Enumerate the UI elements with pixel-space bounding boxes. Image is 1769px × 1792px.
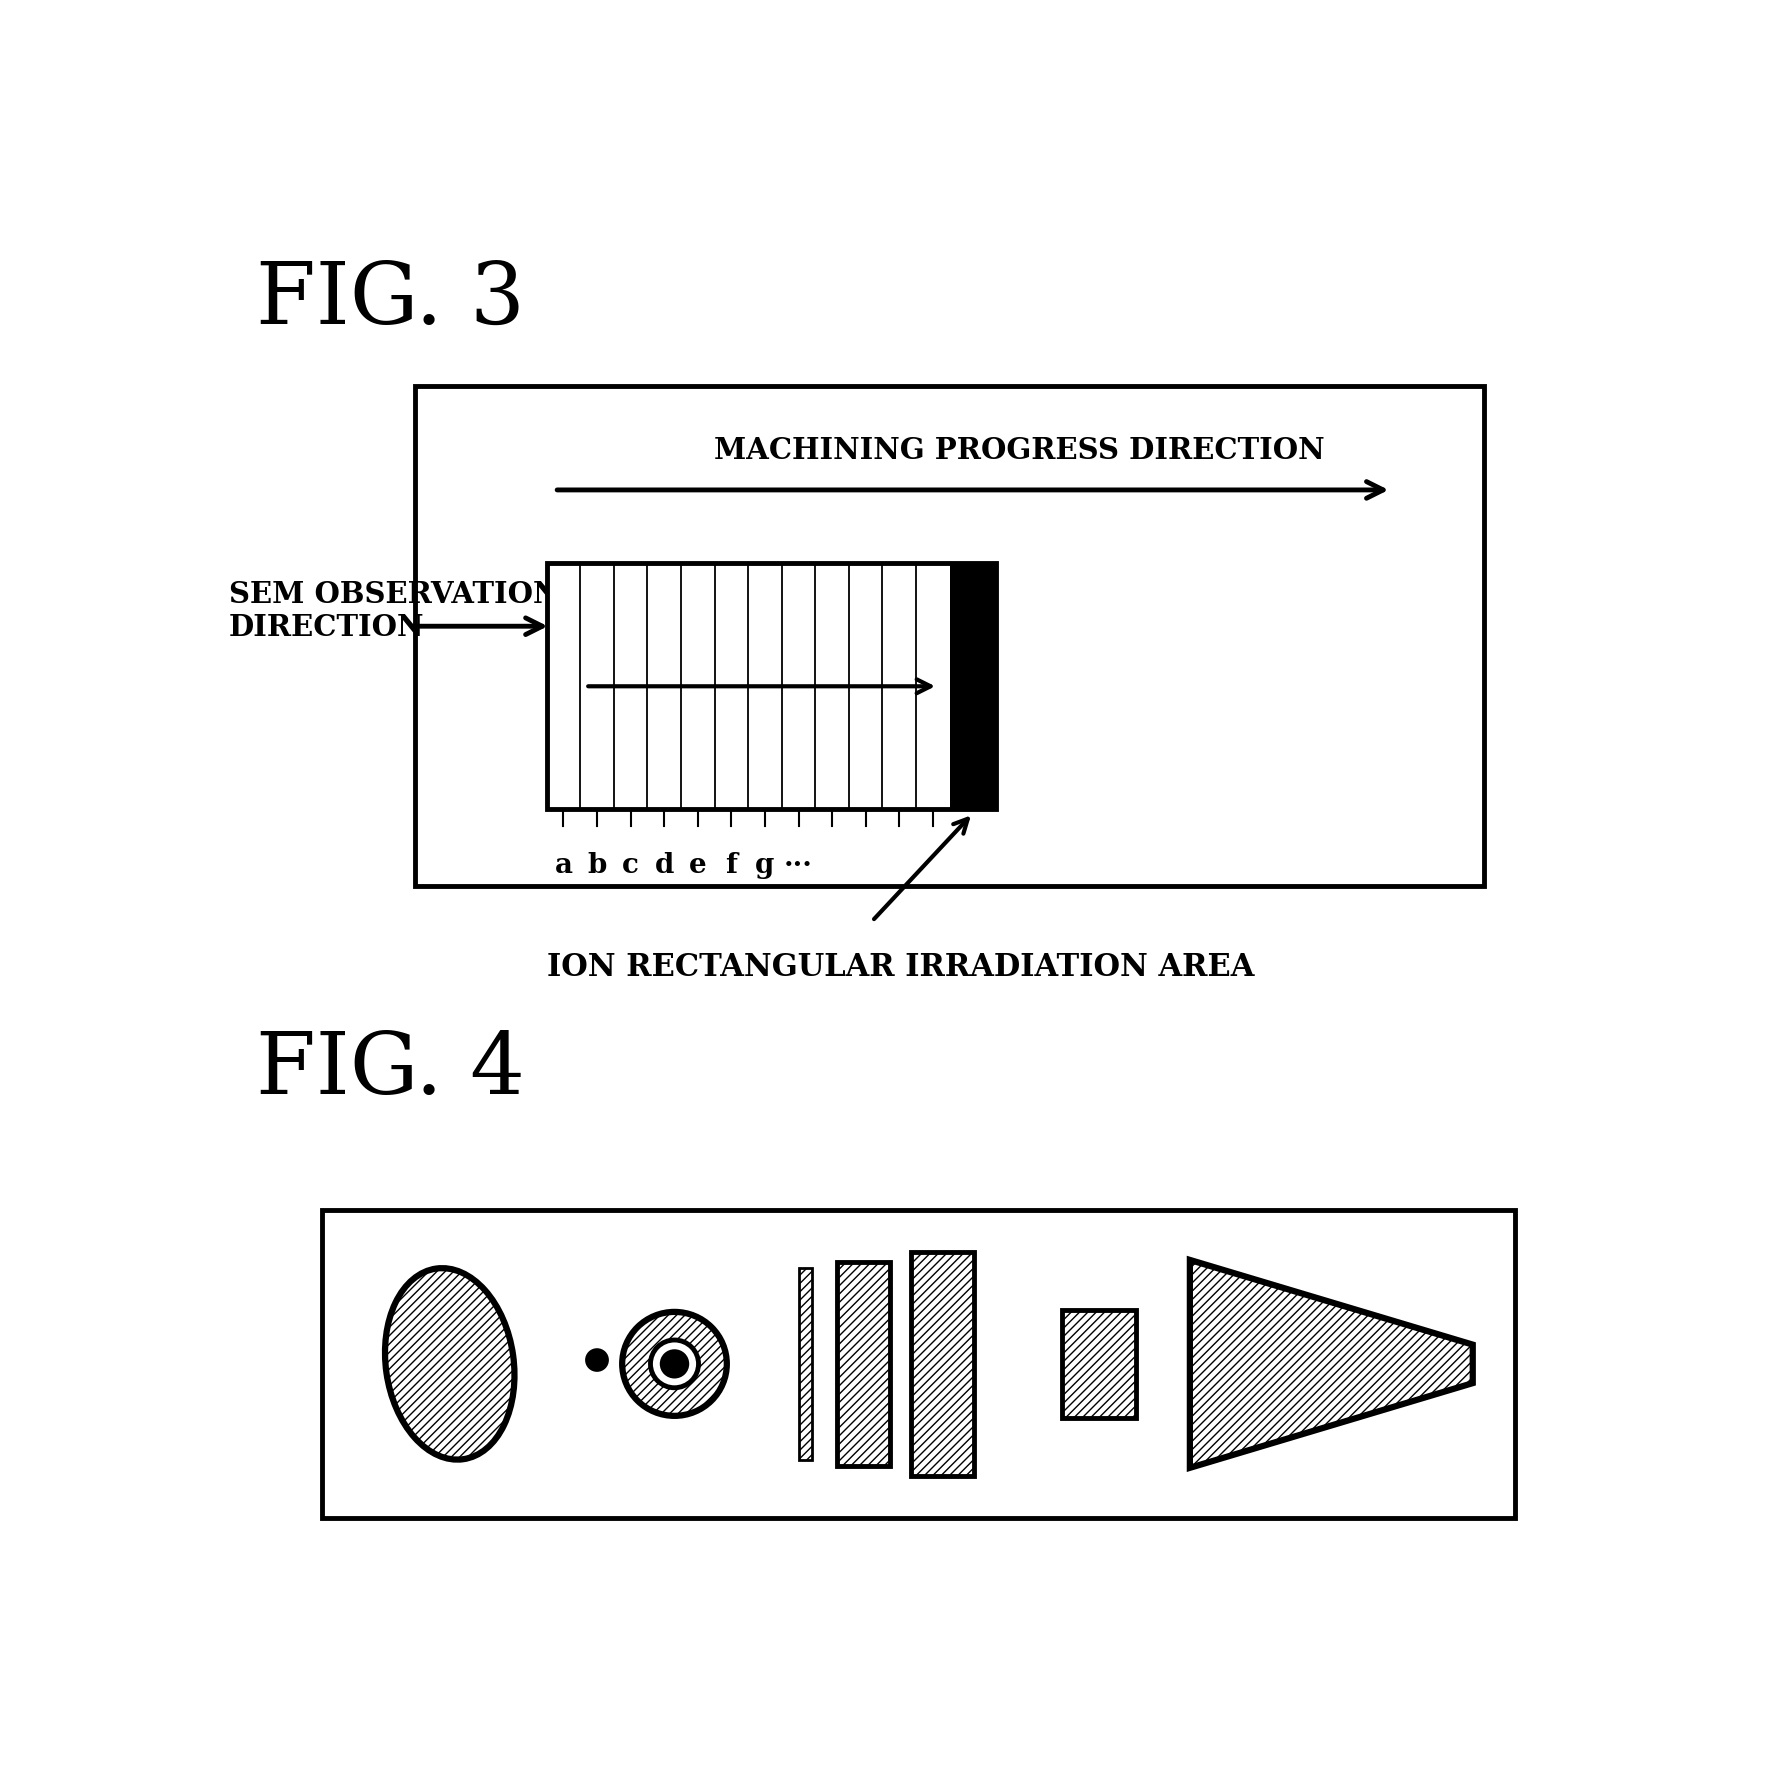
Text: ION RECTANGULAR IRRADIATION AREA: ION RECTANGULAR IRRADIATION AREA xyxy=(547,952,1254,984)
Text: e: e xyxy=(688,851,706,878)
Bar xyxy=(950,563,996,810)
Text: b: b xyxy=(587,851,607,878)
Text: SEM OBSERVATION
DIRECTION: SEM OBSERVATION DIRECTION xyxy=(228,579,559,642)
Text: FIG. 3: FIG. 3 xyxy=(257,258,525,342)
Bar xyxy=(322,1210,1516,1518)
Bar xyxy=(547,563,996,810)
Ellipse shape xyxy=(586,1349,609,1371)
Text: FIG. 4: FIG. 4 xyxy=(257,1029,525,1113)
Text: f: f xyxy=(725,851,738,878)
Bar xyxy=(837,1262,890,1466)
Text: c: c xyxy=(623,851,639,878)
Ellipse shape xyxy=(386,1269,515,1460)
Ellipse shape xyxy=(651,1340,699,1387)
Text: d: d xyxy=(655,851,674,878)
Bar xyxy=(798,1267,812,1460)
Text: ···: ··· xyxy=(784,851,814,878)
Bar xyxy=(416,385,1484,887)
Bar xyxy=(1061,1310,1136,1417)
Ellipse shape xyxy=(660,1349,690,1378)
Text: g: g xyxy=(755,851,775,878)
Ellipse shape xyxy=(623,1312,727,1416)
Polygon shape xyxy=(1191,1260,1474,1468)
Bar xyxy=(911,1253,975,1475)
Text: a: a xyxy=(554,851,573,878)
Text: MACHINING PROGRESS DIRECTION: MACHINING PROGRESS DIRECTION xyxy=(715,435,1325,466)
